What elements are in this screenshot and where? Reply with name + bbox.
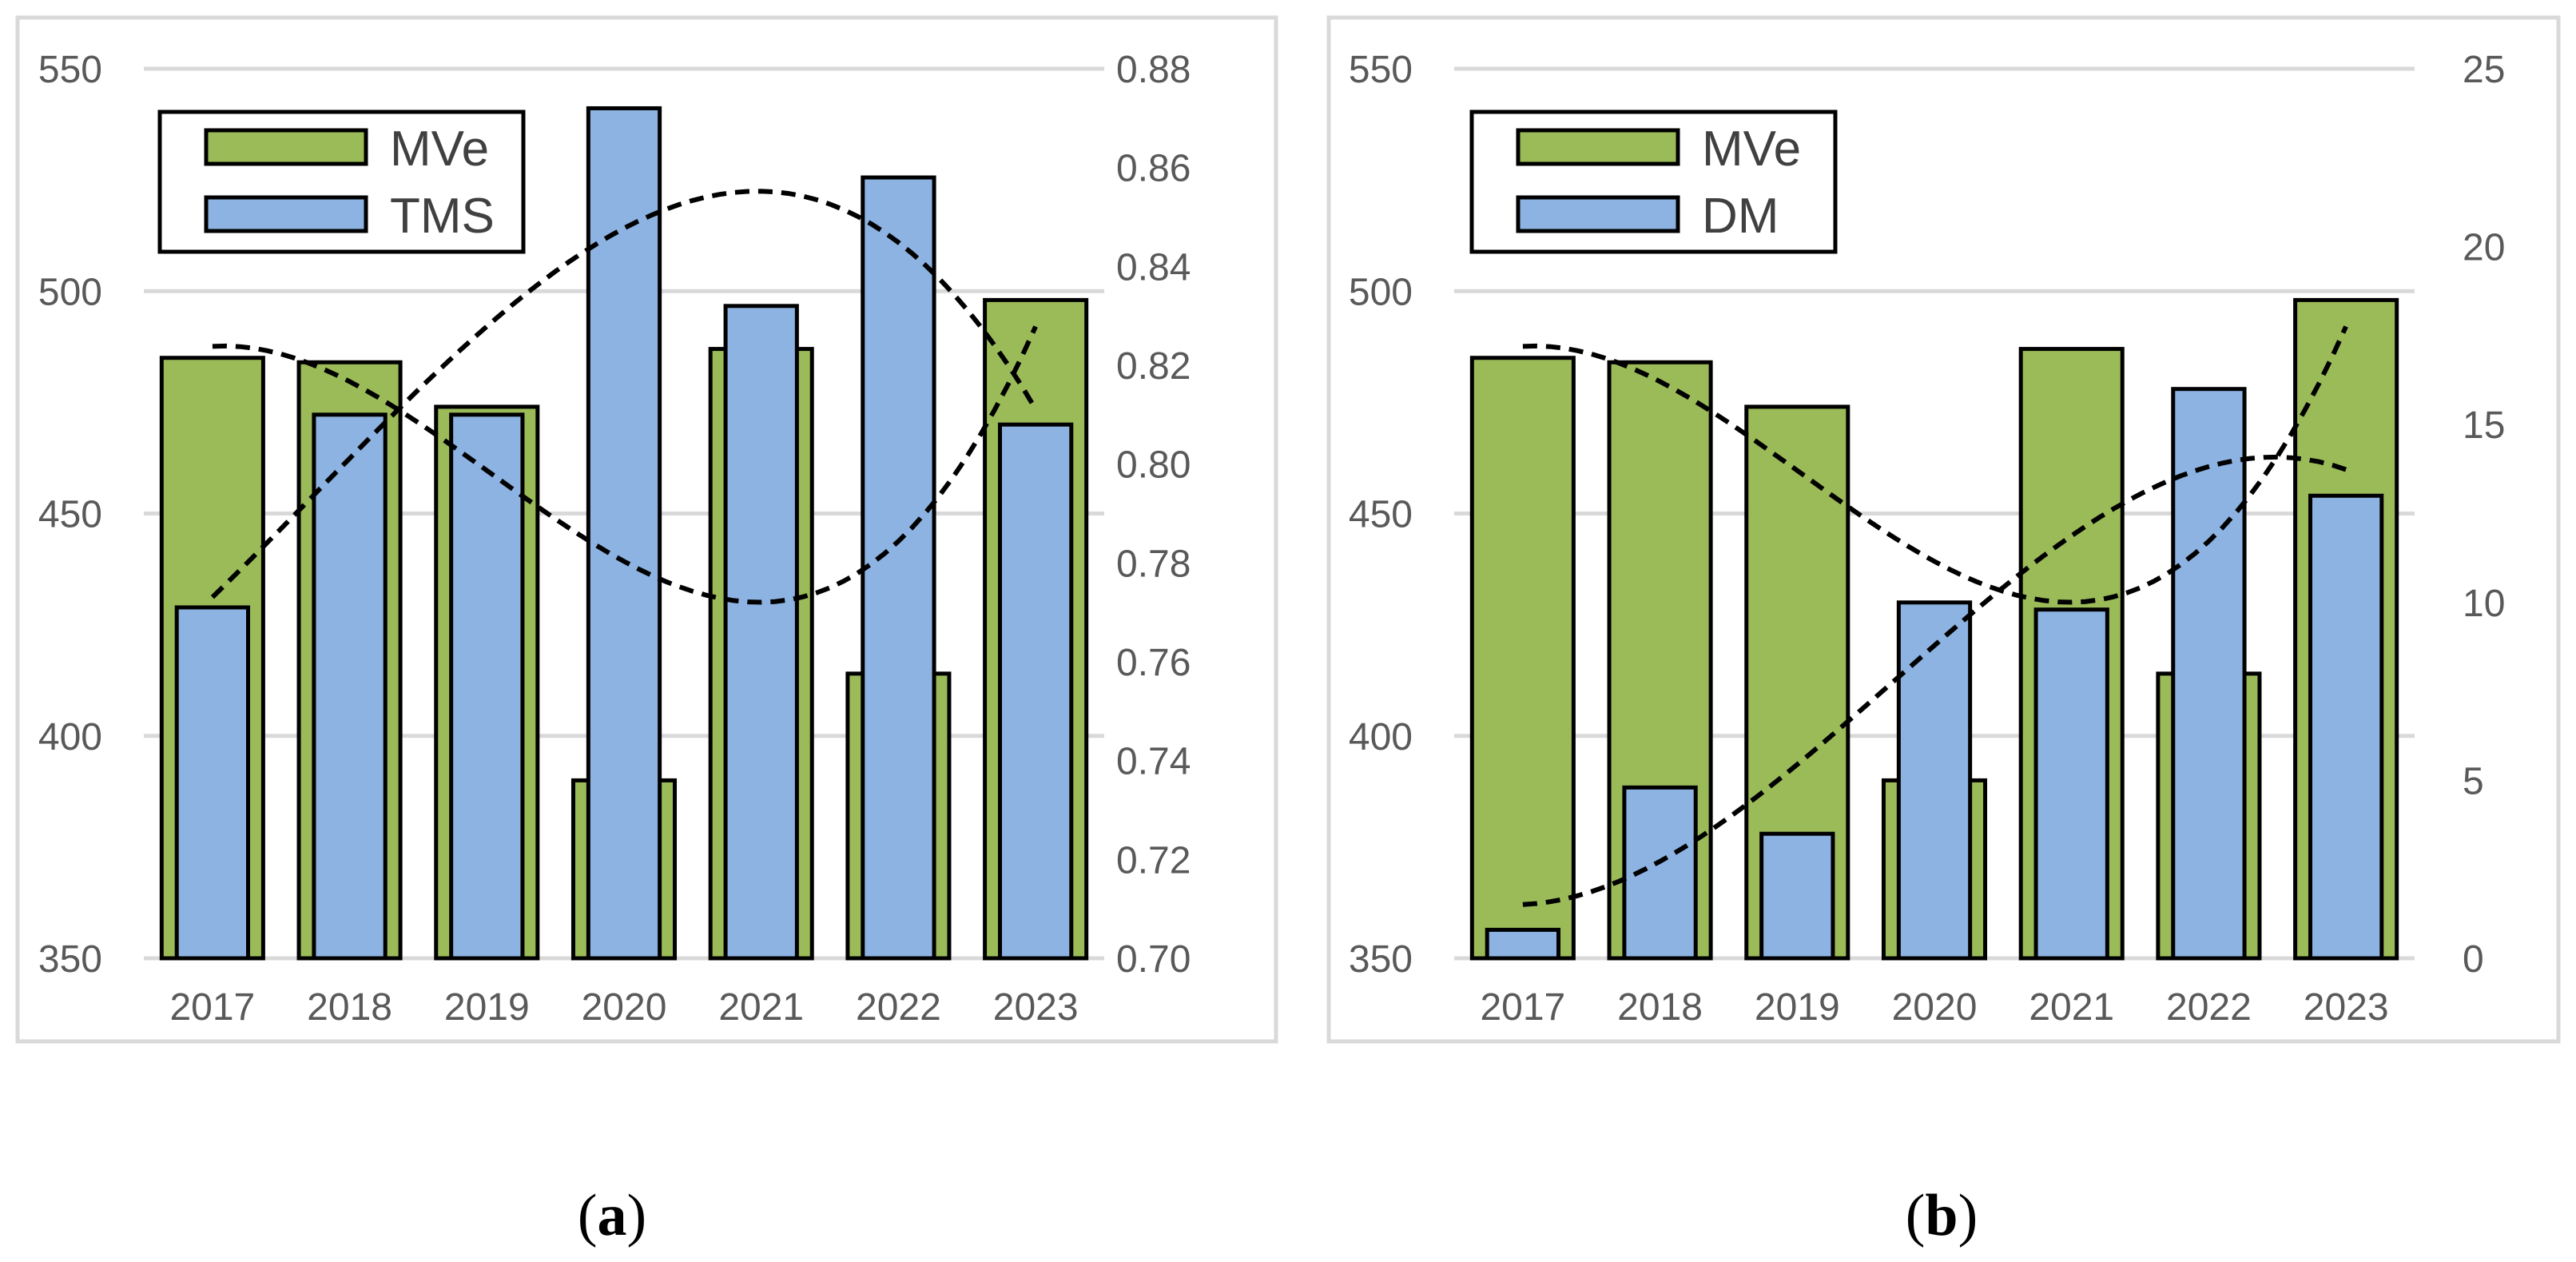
- right-axis-tick-label: 0: [2463, 938, 2484, 981]
- right-axis-tick-label: 0.88: [1116, 49, 1191, 91]
- left-axis-tick-label: 450: [38, 494, 102, 536]
- panel-caption: (a): [578, 1183, 646, 1248]
- left-axis-tick-label: 550: [38, 49, 102, 91]
- right-axis-tick-label: 5: [2463, 760, 2484, 802]
- legend: MVe TMS: [157, 109, 526, 254]
- x-axis-tick-label: 2017: [169, 986, 255, 1029]
- chart-frame: [1326, 15, 2561, 1044]
- x-axis-tick-label: 2021: [718, 986, 804, 1029]
- x-axis-tick-label: 2019: [1755, 986, 1840, 1029]
- bar-tms: [174, 605, 251, 961]
- bar-dm: [2308, 493, 2384, 961]
- chart-panel-b: 350 400 450 500 550 0 5 10 15 20 25 2017 2018 2019 202…: [1326, 15, 2561, 1044]
- left-axis-tick-label: 500: [38, 271, 102, 313]
- right-axis-tick-label: 0.78: [1116, 543, 1191, 585]
- bar-tms: [861, 175, 936, 961]
- right-axis-tick-label: 25: [2463, 49, 2505, 91]
- trendline-mve: [1522, 325, 2348, 605]
- right-axis-tick-label: 20: [2463, 227, 2505, 269]
- right-axis-tick-label: 0.74: [1116, 741, 1191, 783]
- legend-swatch-tms: [204, 195, 368, 233]
- right-axis-tick-label: 0.72: [1116, 839, 1191, 882]
- left-axis-tick-label: 400: [1349, 716, 1413, 758]
- x-axis-tick-label: 2023: [993, 986, 1079, 1029]
- legend-label-mve: MVe: [1702, 121, 1801, 177]
- caption-letter: b: [1925, 1183, 1958, 1248]
- left-axis-tick-label: 350: [38, 938, 102, 981]
- bar-dm: [1759, 831, 1835, 961]
- x-axis-tick-label: 2019: [444, 986, 530, 1029]
- right-axis-tick-label: 0.82: [1116, 345, 1191, 388]
- bar-dm: [1896, 600, 1973, 961]
- bar-tms: [997, 422, 1074, 961]
- bar-dm: [2033, 607, 2109, 961]
- caption-paren-close: ): [1958, 1183, 1978, 1248]
- left-axis-tick-label: 350: [1349, 938, 1413, 981]
- bar-tms: [723, 304, 799, 961]
- bar-tms: [449, 412, 525, 961]
- right-axis-tick-label: 0.70: [1116, 938, 1191, 981]
- x-axis-tick-label: 2020: [1892, 986, 1978, 1029]
- bar-dm: [1485, 927, 1561, 961]
- legend-swatch-dm: [1516, 195, 1680, 233]
- legend-swatch-mve: [204, 128, 368, 166]
- chart-panel-a: 350 400 450 500 550 0.70 0.72 0.74 0.76 0.78 0.80 0…: [15, 15, 1278, 1044]
- left-axis-tick-label: 550: [1349, 49, 1413, 91]
- x-axis-tick-label: 2018: [1617, 986, 1703, 1029]
- right-axis-tick-label: 0.86: [1116, 148, 1191, 190]
- legend: MVe DM: [1469, 109, 1838, 254]
- legend-label-tms: TMS: [390, 189, 495, 244]
- left-axis-tick-label: 450: [1349, 494, 1413, 536]
- legend-swatch-mve: [1516, 128, 1680, 166]
- legend-label-dm: DM: [1702, 189, 1779, 244]
- x-axis-tick-label: 2022: [2166, 986, 2252, 1029]
- left-axis-tick-label: 400: [38, 716, 102, 758]
- caption-paren-close: ): [627, 1183, 647, 1248]
- x-axis-tick-label: 2017: [1480, 986, 1565, 1029]
- x-axis-tick-label: 2023: [2304, 986, 2389, 1029]
- caption-paren-open: (: [578, 1183, 598, 1248]
- x-axis-tick-label: 2021: [2029, 986, 2114, 1029]
- right-axis-tick-label: 0.76: [1116, 642, 1191, 684]
- chart-frame: [15, 15, 1278, 1044]
- trendline-mve: [212, 325, 1038, 605]
- x-axis-tick-label: 2022: [856, 986, 941, 1029]
- right-axis-tick-label: 0.84: [1116, 246, 1191, 289]
- legend-label-mve: MVe: [390, 121, 489, 177]
- panel-caption: (b): [1906, 1183, 1978, 1248]
- right-axis-tick-label: 0.80: [1116, 444, 1191, 487]
- trendline-tms: [210, 189, 1038, 599]
- x-axis-tick-label: 2020: [582, 986, 667, 1029]
- x-axis-tick-label: 2018: [307, 986, 392, 1029]
- right-axis-tick-label: 15: [2463, 404, 2505, 447]
- right-axis-tick-label: 10: [2463, 583, 2505, 625]
- bar-tms: [586, 105, 662, 961]
- caption-letter: a: [598, 1183, 627, 1248]
- bar-mve: [1469, 356, 1576, 961]
- bar-tms: [312, 412, 388, 961]
- trendline-dm: [1522, 454, 2347, 907]
- left-axis-tick-label: 500: [1349, 271, 1413, 313]
- caption-paren-open: (: [1906, 1183, 1926, 1248]
- bar-dm: [2171, 387, 2247, 961]
